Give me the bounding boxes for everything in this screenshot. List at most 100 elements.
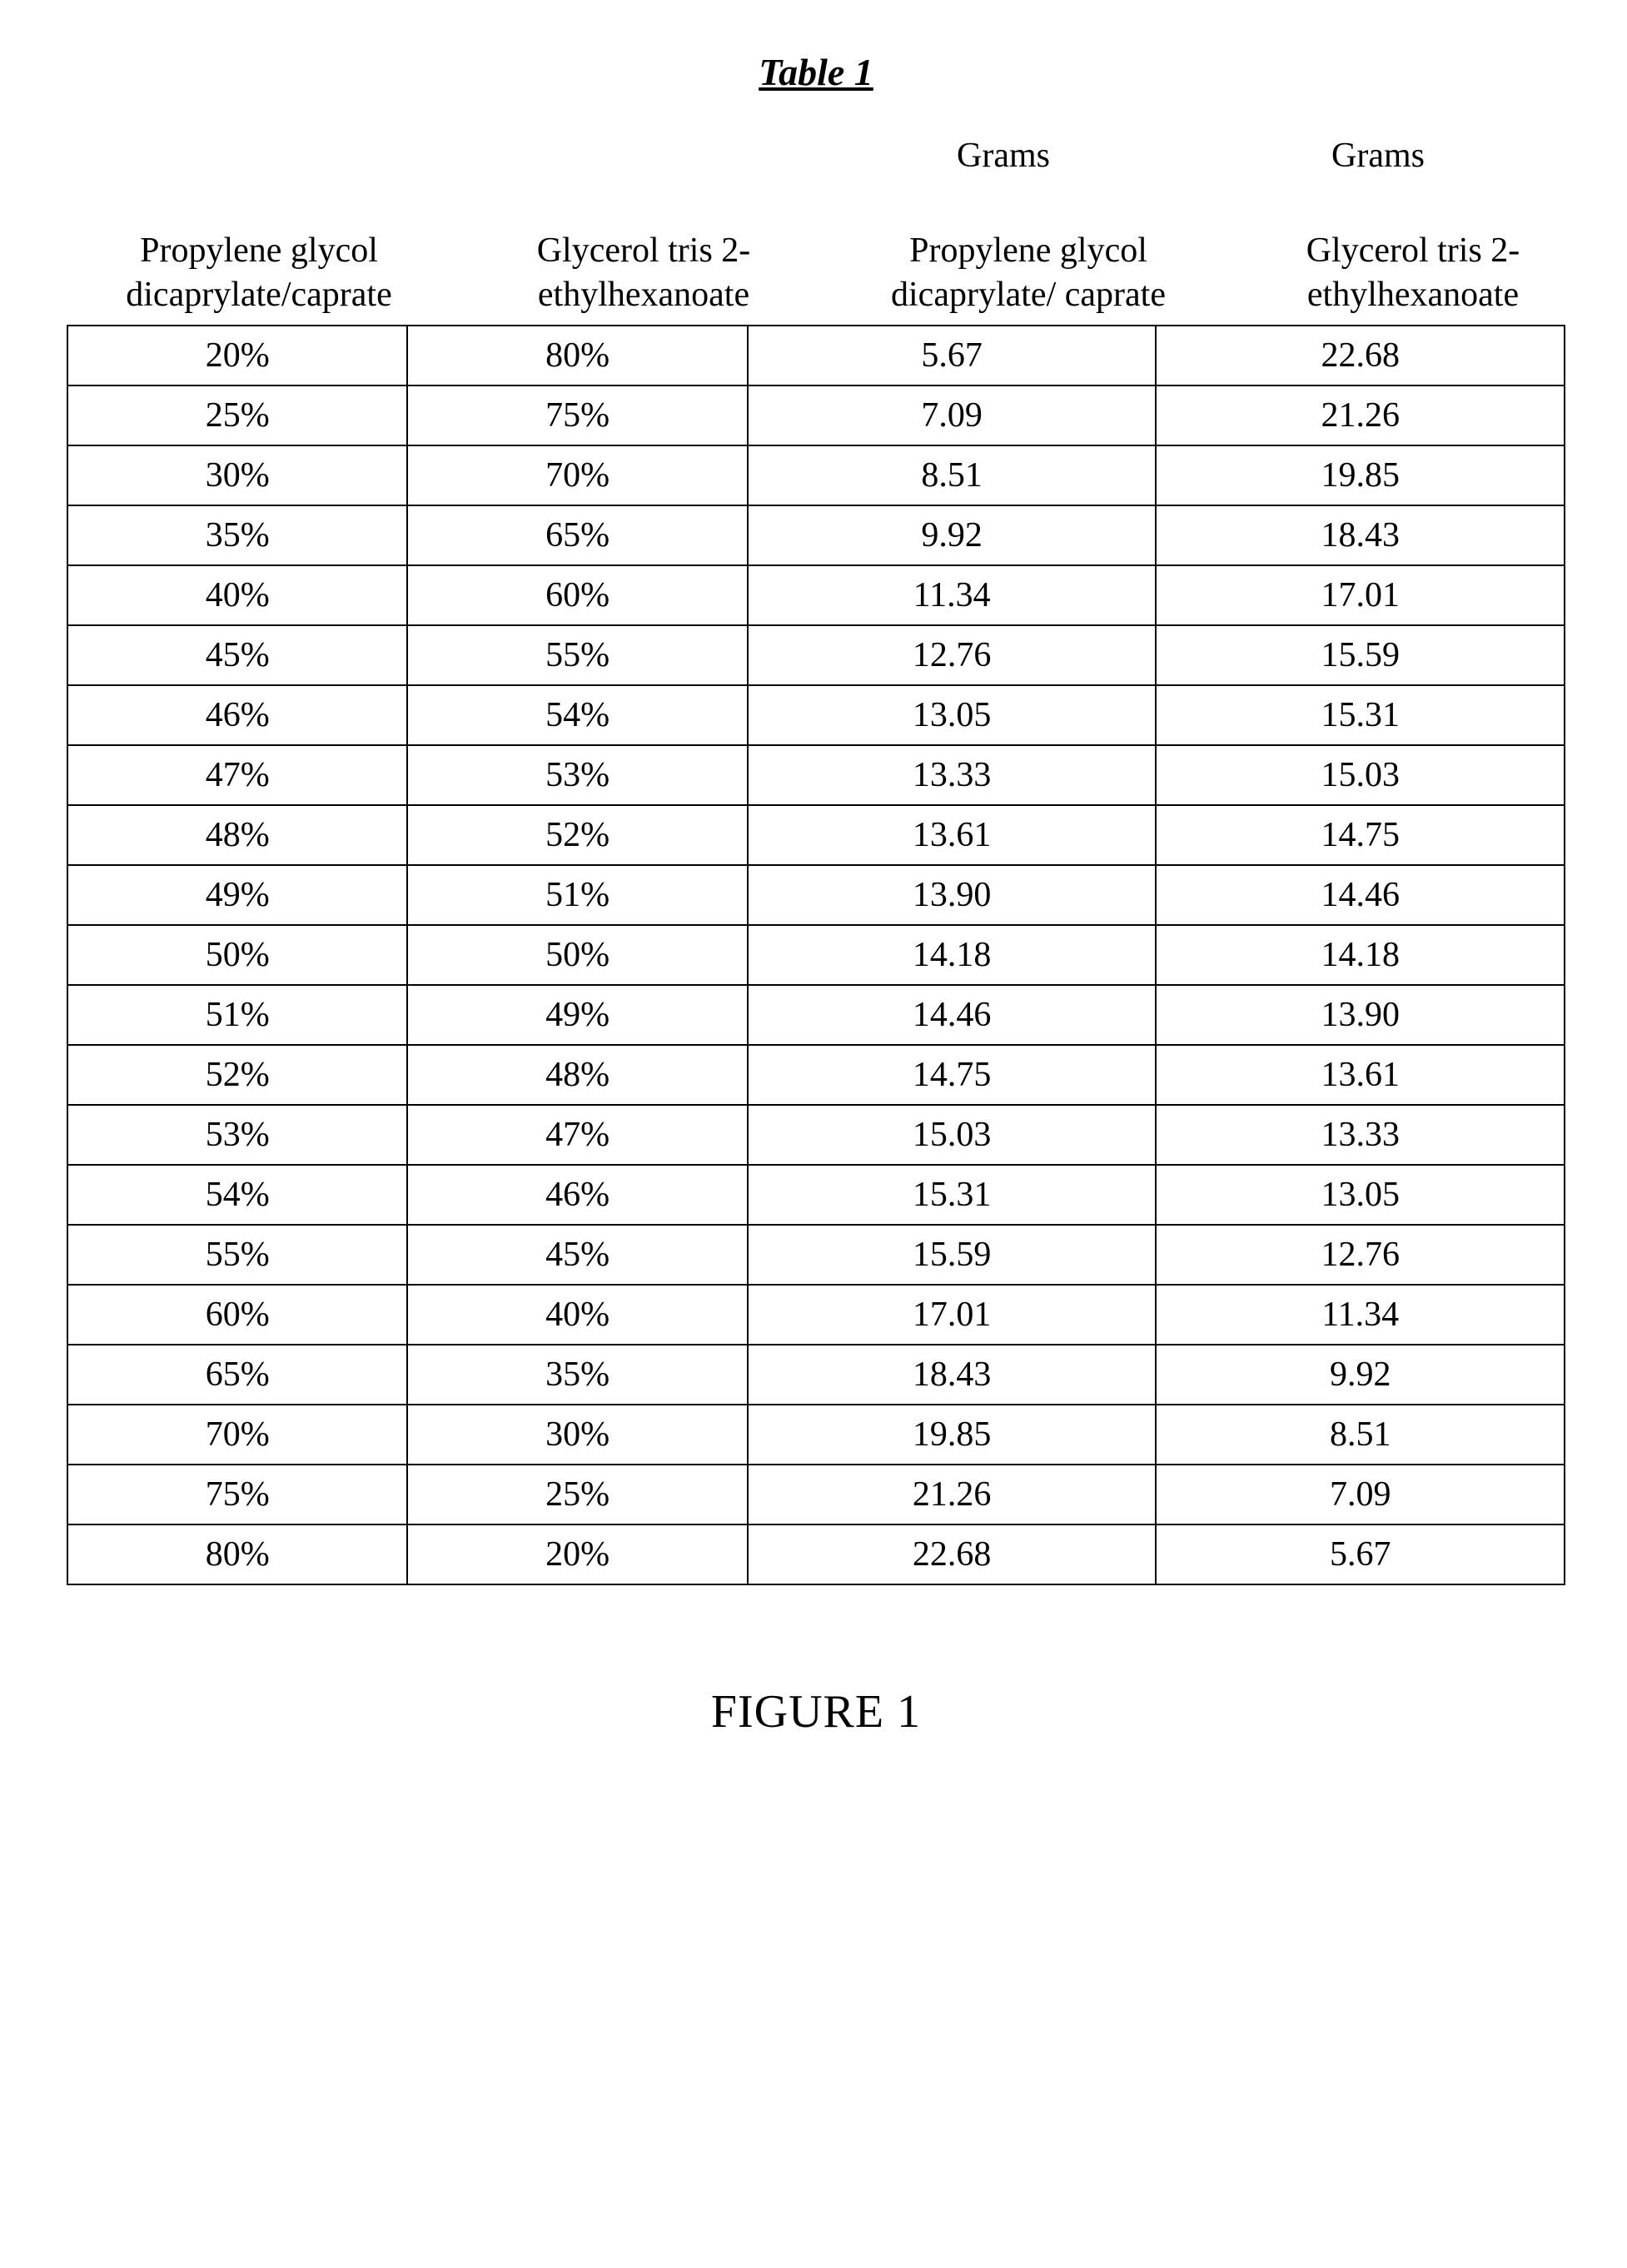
table-cell: 53% [67,1105,407,1165]
table-cell: 46% [407,1165,747,1225]
table-cell: 48% [67,805,407,865]
page: Table 1 Grams Grams Propylene glycol dic… [67,50,1565,1738]
unit-label-col4: Grams [1191,136,1565,176]
table-row: 51%49%14.4613.90 [67,985,1565,1045]
figure-label: FIGURE 1 [67,1685,1565,1738]
table-cell: 14.18 [1156,925,1565,985]
table-cell: 22.68 [1156,326,1565,385]
table-cell: 60% [407,565,747,625]
header-col2: Glycerol tris 2-ethylhexanoate [451,226,836,325]
table-cell: 35% [407,1345,747,1405]
table-cell: 53% [407,745,747,805]
table-cell: 80% [407,326,747,385]
table-cell: 60% [67,1285,407,1345]
data-table: 20%80%5.6722.6825%75%7.0921.2630%70%8.51… [67,325,1565,1585]
table-cell: 14.75 [1156,805,1565,865]
table-cell: 40% [407,1285,747,1345]
table-cell: 12.76 [748,625,1157,685]
table-cell: 20% [407,1524,747,1584]
table-cell: 17.01 [748,1285,1157,1345]
table-cell: 13.61 [748,805,1157,865]
table-cell: 18.43 [1156,505,1565,565]
table-cell: 47% [67,745,407,805]
table-row: 45%55%12.7615.59 [67,625,1565,685]
table-cell: 12.76 [1156,1225,1565,1285]
table-cell: 54% [407,685,747,745]
table-cell: 35% [67,505,407,565]
unit-spacer [67,136,816,176]
table-cell: 55% [67,1225,407,1285]
table-cell: 47% [407,1105,747,1165]
table-cell: 13.33 [1156,1105,1565,1165]
table-cell: 18.43 [748,1345,1157,1405]
table-cell: 14.46 [1156,865,1565,925]
table-cell: 13.61 [1156,1045,1565,1105]
table-cell: 5.67 [1156,1524,1565,1584]
table-cell: 20% [67,326,407,385]
table-cell: 50% [407,925,747,985]
table-cell: 15.59 [748,1225,1157,1285]
table-cell: 25% [67,385,407,445]
table-cell: 14.75 [748,1045,1157,1105]
table-cell: 15.03 [748,1105,1157,1165]
table-row: 40%60%11.3417.01 [67,565,1565,625]
table-cell: 49% [67,865,407,925]
table-cell: 30% [407,1405,747,1465]
table-cell: 21.26 [748,1465,1157,1524]
table-cell: 7.09 [1156,1465,1565,1524]
table-cell: 65% [67,1345,407,1405]
table-row: 55%45%15.5912.76 [67,1225,1565,1285]
table-cell: 8.51 [748,445,1157,505]
table-row: 80%20%22.685.67 [67,1524,1565,1584]
table-cell: 9.92 [748,505,1157,565]
table-cell: 70% [67,1405,407,1465]
table-cell: 46% [67,685,407,745]
table-cell: 49% [407,985,747,1045]
table-cell: 13.05 [1156,1165,1565,1225]
table-cell: 15.03 [1156,745,1565,805]
table-cell: 55% [407,625,747,685]
table-cell: 65% [407,505,747,565]
table-row: 25%75%7.0921.26 [67,385,1565,445]
table-cell: 9.92 [1156,1345,1565,1405]
table-cell: 19.85 [748,1405,1157,1465]
header-col4: Glycerol tris 2-ethylhexanoate [1221,226,1605,325]
table-cell: 45% [407,1225,747,1285]
table-row: 49%51%13.9014.46 [67,865,1565,925]
table-cell: 75% [67,1465,407,1524]
table-row: 35%65%9.9218.43 [67,505,1565,565]
table-cell: 22.68 [748,1524,1157,1584]
table-cell: 75% [407,385,747,445]
table-cell: 30% [67,445,407,505]
table-cell: 13.33 [748,745,1157,805]
table-cell: 52% [67,1045,407,1105]
table-cell: 13.05 [748,685,1157,745]
table-row: 65%35%18.439.92 [67,1345,1565,1405]
table-row: 70%30%19.858.51 [67,1405,1565,1465]
table-cell: 15.31 [1156,685,1565,745]
table-row: 47%53%13.3315.03 [67,745,1565,805]
table-cell: 25% [407,1465,747,1524]
table-row: 48%52%13.6114.75 [67,805,1565,865]
header-row: Propylene glycol dicaprylate/caprate Gly… [67,226,1565,325]
table-cell: 11.34 [1156,1285,1565,1345]
table-cell: 13.90 [1156,985,1565,1045]
table-cell: 15.59 [1156,625,1565,685]
table-cell: 40% [67,565,407,625]
table-cell: 13.90 [748,865,1157,925]
table-cell: 80% [67,1524,407,1584]
table-row: 54%46%15.3113.05 [67,1165,1565,1225]
table-row: 30%70%8.5119.85 [67,445,1565,505]
table-cell: 17.01 [1156,565,1565,625]
table-cell: 19.85 [1156,445,1565,505]
table-row: 75%25%21.267.09 [67,1465,1565,1524]
table-cell: 51% [67,985,407,1045]
unit-label-col3: Grams [816,136,1191,176]
header-col1: Propylene glycol dicaprylate/caprate [67,226,451,325]
table-cell: 54% [67,1165,407,1225]
table-body: 20%80%5.6722.6825%75%7.0921.2630%70%8.51… [67,326,1565,1584]
table-row: 52%48%14.7513.61 [67,1045,1565,1105]
table-cell: 48% [407,1045,747,1105]
table-row: 50%50%14.1814.18 [67,925,1565,985]
table-cell: 51% [407,865,747,925]
